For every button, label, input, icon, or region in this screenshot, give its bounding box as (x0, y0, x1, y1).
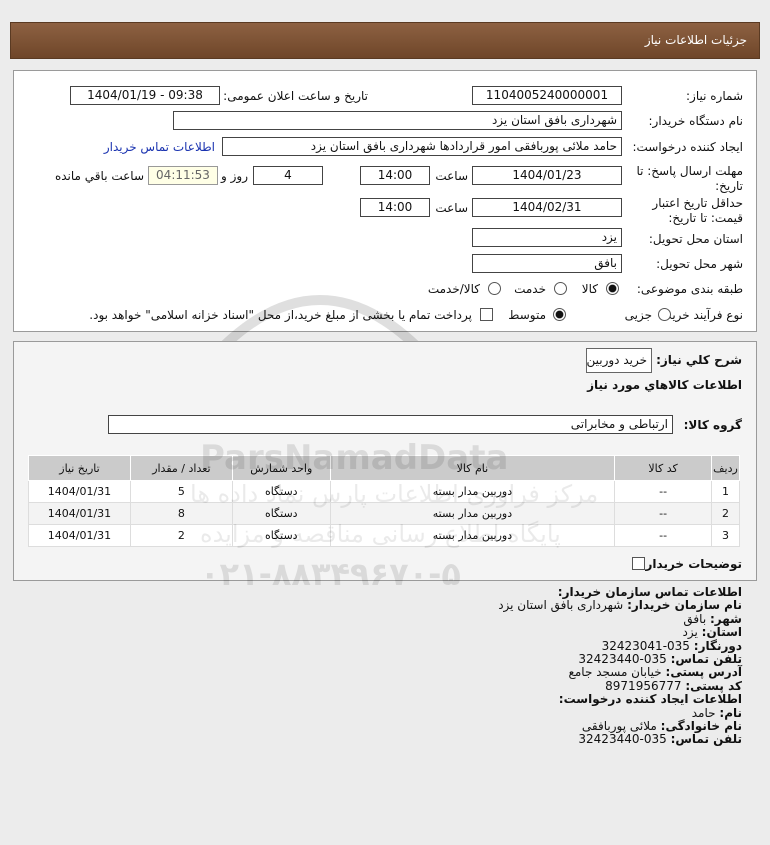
fax-label: دورنگار: (693, 638, 742, 653)
process-medium-label: متوسط (508, 308, 546, 322)
col-qty: تعداد / مقدار (129, 455, 233, 481)
cell-qty: 2 (129, 524, 233, 547)
col-name: نام کالا (329, 455, 616, 481)
page-header: جزئیات اطلاعات نیاز (10, 22, 760, 59)
cell-date: 1404/01/31 (28, 502, 131, 525)
validity-time-label: ساعت (435, 201, 468, 215)
deadline-time-field: 14:00 (360, 166, 430, 185)
process-minor-label: جزیی (624, 308, 652, 322)
province-value: یزد (682, 625, 698, 640)
province-label: استان محل تحویل: (648, 232, 743, 246)
cell-qty: 8 (129, 502, 233, 525)
watermark-text: پایگاه اطلاع رسانی مناقصه و مزایده (200, 520, 561, 548)
validity-label: حداقل تاریخ اعتبار قیمت: تا تاریخ: (652, 196, 743, 225)
cell-row: 2 (711, 502, 740, 525)
category-goods-radio[interactable] (606, 282, 619, 295)
validity-time-field: 14:00 (360, 198, 430, 217)
cell-date: 1404/01/31 (28, 524, 131, 547)
announce-label: تاریخ و ساعت اعلان عمومی: (223, 89, 368, 103)
remaining-time-field: 04:11:53 (148, 166, 218, 185)
announce-field: 1404/01/19 - 09:38 (70, 86, 220, 105)
col-code: کد کالا (614, 455, 713, 481)
buyer-notes-label: توضیحات خریدار: (640, 557, 742, 571)
col-unit: واحد شمارش (231, 455, 331, 481)
table-row: 3 -- دوربین مدار بسته دستگاه 2 1404/01/31 (28, 524, 740, 547)
category-both-label: کالا/خدمت (427, 282, 480, 296)
payment-note: پرداخت تمام یا بخشی از مبلغ خرید،از محل … (89, 308, 472, 322)
col-date: تاریخ نیاز (28, 455, 131, 481)
cell-code: -- (614, 524, 713, 547)
watermark-text: مرکز فراوری اطلاعات پارس نماد داده ها (190, 480, 599, 508)
creator-phone-label: تلفن تماس: (670, 732, 742, 747)
creator-field: حامد ملائی پوربافقی امور قراردادها شهردا… (222, 137, 622, 156)
phone-value: 035-32423440 (578, 652, 667, 667)
cell-name: دوربین مدار بسته (329, 524, 616, 547)
deadline-label: مهلت ارسال پاسخ: تا تاریخ: (636, 164, 743, 193)
province-label: استان: (701, 625, 742, 640)
category-goods-label: کالا (581, 282, 598, 296)
creator-phone-value: 035-32423440 (578, 732, 667, 747)
cell-unit: دستگاه (231, 524, 331, 547)
family-label: نام خانوادگی: (660, 719, 742, 734)
address-label: آدرس پستی: (665, 665, 742, 680)
table-row: 1 -- دوربین مدار بسته دستگاه 5 1404/01/31 (28, 480, 740, 503)
contact-info: اطلاعات تماس سازمان خریدار: نام سازمان خ… (498, 585, 742, 747)
family-value: ملائی پوربافقی (581, 719, 657, 734)
address-value: خیابان مسجد جامع (568, 665, 662, 680)
page-title: جزئیات اطلاعات نیاز (644, 33, 747, 47)
goods-section-title: اطلاعات کالاهاي مورد نياز (587, 378, 742, 392)
city-label: شهر محل تحویل: (656, 257, 743, 271)
watermark-text: ۰۲۱-۸۸۳۴۹۶۷۰-۵ (200, 555, 461, 593)
cell-row: 1 (711, 480, 740, 503)
process-medium-radio[interactable] (553, 308, 566, 321)
process-label: نوع فرآیند خرید : (658, 308, 743, 322)
days-label: روز و (221, 169, 248, 183)
remaining-label: ساعت باقي مانده (54, 169, 144, 183)
description-field: خرید دوربین (586, 348, 652, 373)
category-service-radio[interactable] (554, 282, 567, 295)
cell-row: 3 (711, 524, 740, 547)
buyer-notes-checkbox[interactable] (632, 557, 645, 570)
postal-value: 8971956777 (605, 678, 682, 693)
city-label: شهر: (710, 611, 742, 626)
table-row: 2 -- دوربین مدار بسته دستگاه 8 1404/01/31 (28, 502, 740, 525)
treasury-payment-checkbox[interactable] (480, 308, 493, 321)
deadline-time-label: ساعت (435, 169, 468, 183)
validity-date-field: 1404/02/31 (472, 198, 622, 217)
org-label: نام سازمان خریدار: (627, 598, 742, 613)
creator-info-title: اطلاعات ایجاد کننده درخواست: (558, 692, 742, 707)
goods-table: ردیف کد کالا نام کالا واحد شمارش تعداد /… (28, 455, 740, 547)
contact-title: اطلاعات تماس سازمان خریدار: (557, 585, 742, 599)
cell-name: دوربین مدار بسته (329, 502, 616, 525)
days-field: 4 (253, 166, 323, 185)
need-number-field: 1104005240000001 (472, 86, 622, 105)
buyer-field: شهرداری بافق استان یزد (173, 111, 622, 130)
process-minor-radio[interactable] (658, 308, 671, 321)
category-both-radio[interactable] (488, 282, 501, 295)
name-value: حامد (691, 705, 716, 720)
city-field: بافق (472, 254, 622, 273)
goods-group-field: ارتباطی و مخابراتی (108, 415, 673, 434)
deadline-date-field: 1404/01/23 (472, 166, 622, 185)
buyer-label: نام دستگاه خریدار: (648, 114, 744, 128)
category-service-label: خدمت (514, 282, 546, 296)
cell-code: -- (614, 480, 713, 503)
cell-code: -- (614, 502, 713, 525)
need-number-label: شماره نیاز: (686, 89, 743, 103)
postal-label: کد پستی: (685, 678, 742, 693)
city-value: بافق (683, 611, 707, 626)
col-row: ردیف (711, 455, 740, 481)
watermark-text: ParsNamadData (200, 438, 509, 478)
name-label: نام: (719, 705, 742, 720)
category-label: طبقه بندی موضوعی: (636, 282, 743, 296)
description-label: شرح کلي نياز: (656, 353, 742, 367)
phone-label: تلفن تماس: (670, 652, 742, 667)
fax-value: 035-32423041 (601, 638, 690, 653)
goods-group-label: گروه کالا: (683, 418, 742, 432)
cell-date: 1404/01/31 (28, 480, 131, 503)
province-field: یزد (472, 228, 622, 247)
org-value: شهرداری بافق استان یزد (498, 598, 624, 613)
buyer-contact-link[interactable]: اطلاعات تماس خریدار (103, 140, 215, 154)
creator-label: ایجاد کننده درخواست: (632, 140, 743, 154)
